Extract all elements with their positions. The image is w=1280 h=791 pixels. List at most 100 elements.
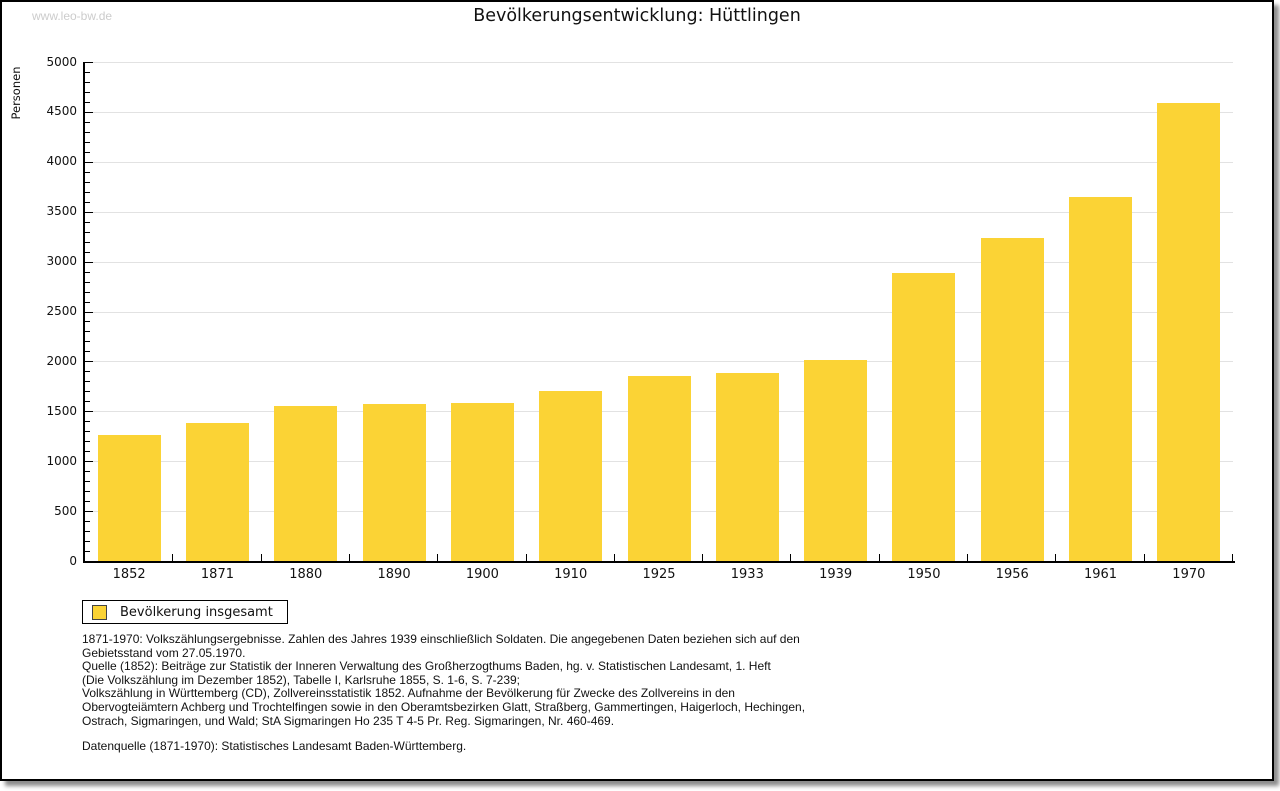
gridline xyxy=(85,161,1233,163)
y-minor-tick xyxy=(85,191,90,193)
gridline xyxy=(85,62,1233,63)
x-tick-label: 1925 xyxy=(642,567,676,582)
x-boundary-tick xyxy=(967,554,969,561)
y-minor-tick xyxy=(85,151,90,153)
y-minor-tick xyxy=(85,481,90,483)
bar-1880 xyxy=(274,406,338,561)
gridline xyxy=(85,311,1233,313)
y-major-tick xyxy=(85,111,93,113)
footnote-line: 1871-1970: Volkszählungsergebnisse. Zahl… xyxy=(82,632,800,646)
x-boundary-tick xyxy=(878,554,880,561)
x-boundary-tick xyxy=(260,554,262,561)
x-tick-label: 1956 xyxy=(995,567,1029,582)
y-tick-label: 1500 xyxy=(46,403,77,418)
legend-label: Bevölkerung insgesamt xyxy=(120,604,273,620)
x-tick-label: 1950 xyxy=(907,567,941,582)
footnote-line: Volkszählung in Württemberg (CD), Zollve… xyxy=(82,686,735,701)
y-minor-tick xyxy=(85,451,90,453)
y-tick-label: 4500 xyxy=(46,104,77,119)
x-tick-label: 1970 xyxy=(1172,567,1206,582)
x-tick-label: 1933 xyxy=(730,567,764,582)
y-minor-tick xyxy=(85,251,90,253)
footnote-line: Obervogteiämtern Achberg und Trochtelfin… xyxy=(82,699,806,714)
page-title: Bevölkerungsentwicklung: Hüttlingen xyxy=(473,6,801,26)
y-minor-tick xyxy=(85,291,90,293)
y-minor-tick xyxy=(85,521,90,523)
x-tick-label: 1852 xyxy=(112,567,146,582)
x-boundary-tick xyxy=(613,554,615,561)
y-minor-tick xyxy=(85,281,90,283)
x-tick-label: 1871 xyxy=(200,567,234,582)
y-minor-tick xyxy=(85,551,90,553)
x-boundary-tick xyxy=(702,554,704,561)
y-tick-label: 3500 xyxy=(46,204,77,219)
y-minor-tick xyxy=(85,201,90,203)
y-minor-tick xyxy=(85,341,90,343)
y-minor-tick xyxy=(85,441,90,443)
gridline xyxy=(85,211,1233,213)
y-major-tick xyxy=(85,461,93,463)
bar-1900 xyxy=(450,403,514,561)
y-minor-tick xyxy=(85,71,90,73)
y-major-tick xyxy=(85,62,93,63)
footnote-line: Gebietsstand vom 27.05.1970. xyxy=(82,645,246,660)
bar-1950 xyxy=(892,273,956,561)
legend: Bevölkerung insgesamt xyxy=(82,600,288,624)
x-boundary-tick xyxy=(1232,554,1233,561)
y-minor-tick xyxy=(85,491,90,493)
x-tick-label: 1910 xyxy=(554,567,588,582)
x-boundary-tick xyxy=(1055,554,1057,561)
y-minor-tick xyxy=(85,131,90,133)
datasource-note: Datenquelle (1871-1970): Statistisches L… xyxy=(82,739,467,753)
y-major-tick xyxy=(85,311,93,313)
x-tick-label: 1900 xyxy=(465,567,499,582)
y-major-tick xyxy=(85,161,93,163)
y-major-tick xyxy=(85,411,93,413)
x-tick-label: 1880 xyxy=(289,567,323,582)
x-boundary-tick xyxy=(1143,554,1145,561)
y-tick-label: 4000 xyxy=(46,154,77,169)
bar-1939 xyxy=(804,360,868,561)
y-minor-tick xyxy=(85,431,90,433)
y-minor-tick xyxy=(85,171,90,173)
y-minor-tick xyxy=(85,331,90,333)
x-boundary-tick xyxy=(437,554,439,561)
y-tick-label: 3000 xyxy=(46,254,77,269)
y-minor-tick xyxy=(85,141,90,143)
y-major-tick xyxy=(85,361,93,363)
bar-1852 xyxy=(97,435,161,561)
x-axis-line xyxy=(83,561,1235,563)
y-major-tick xyxy=(85,261,93,263)
y-tick-label: 2000 xyxy=(46,353,77,368)
bar-1970 xyxy=(1157,102,1221,561)
y-minor-tick xyxy=(85,471,90,473)
gridline xyxy=(85,111,1233,113)
y-minor-tick xyxy=(85,91,90,93)
y-minor-tick xyxy=(85,391,90,393)
footnote-line: Quelle (1852): Beiträge zur Statistik de… xyxy=(82,659,771,674)
y-tick-label: 0 xyxy=(69,553,77,568)
x-boundary-tick xyxy=(348,554,350,561)
gridline xyxy=(85,261,1233,263)
y-minor-tick xyxy=(85,221,90,223)
legend-swatch xyxy=(92,604,107,620)
bar-1925 xyxy=(627,376,691,561)
y-minor-tick xyxy=(85,101,90,103)
bar-1871 xyxy=(185,422,249,561)
y-minor-tick xyxy=(85,351,90,353)
y-minor-tick xyxy=(85,371,90,373)
y-minor-tick xyxy=(85,421,90,423)
y-minor-tick xyxy=(85,401,90,403)
x-boundary-tick xyxy=(172,554,174,561)
x-tick-label: 1961 xyxy=(1083,567,1118,582)
footnote-line: Ostrach, Sigmaringen, und Wald; StA Sigm… xyxy=(82,713,615,728)
watermark: www.leo-bw.de xyxy=(32,9,113,23)
y-axis-line xyxy=(83,62,85,563)
y-minor-tick xyxy=(85,231,90,233)
y-minor-tick xyxy=(85,501,90,503)
y-minor-tick xyxy=(85,321,90,323)
footnote-line: (Die Volkszählung im Dezember 1852), Tab… xyxy=(82,672,521,687)
x-tick-label: 1939 xyxy=(819,567,853,582)
y-tick-label: 2500 xyxy=(46,304,77,318)
